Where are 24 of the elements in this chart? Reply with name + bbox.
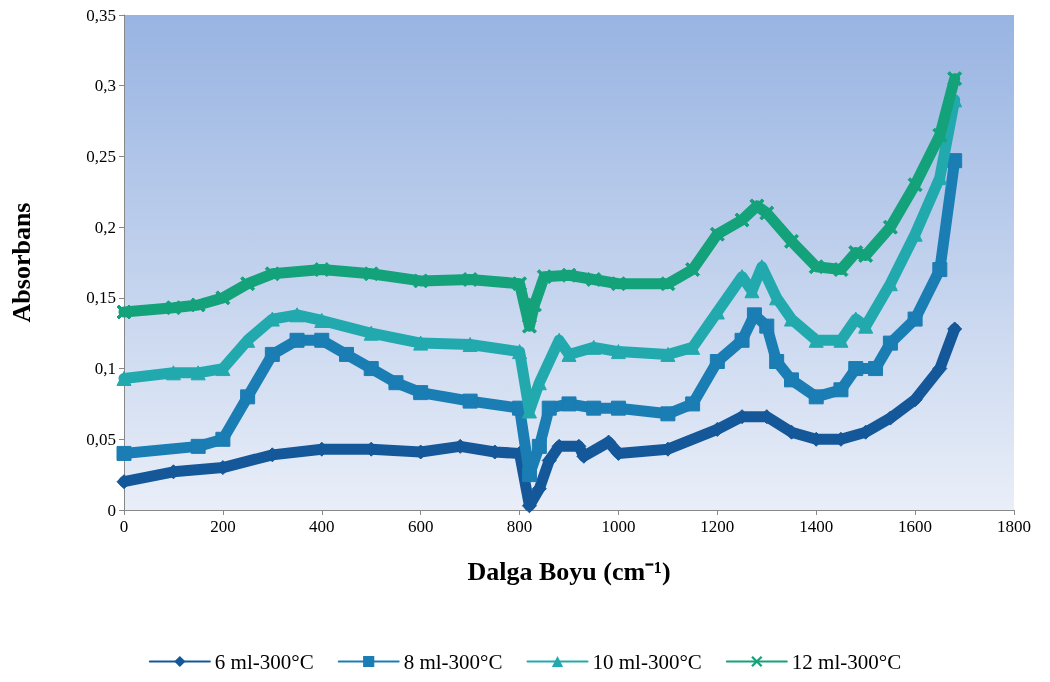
x-tick-label: 1400 xyxy=(799,517,834,536)
y-axis-title: Absorbans xyxy=(6,202,36,323)
x-tick-label: 1800 xyxy=(997,517,1031,536)
x-tick-label: 1200 xyxy=(700,517,735,536)
x-tick-label: 0 xyxy=(119,517,129,536)
x-tick-label: 400 xyxy=(309,517,335,536)
x-tick-label: 1600 xyxy=(898,517,933,536)
y-tick-label: 0,15 xyxy=(86,288,116,308)
y-tick-label: 0,05 xyxy=(86,429,116,449)
y-tick-label: 0,35 xyxy=(86,5,116,25)
y-tick-label: 0,3 xyxy=(94,76,116,96)
y-tick-label: 0,1 xyxy=(94,359,116,379)
x-axis-title: Dalga Boyu (cm⁻¹) xyxy=(467,556,671,586)
x-tick-label: 1000 xyxy=(601,517,636,536)
legend-label: 8 ml-300°C xyxy=(403,649,503,674)
y-tick-label: 0 xyxy=(107,500,116,520)
legend-label: 6 ml-300°C xyxy=(214,649,314,674)
legend-label: 10 ml-300°C xyxy=(592,649,702,674)
x-tick-label: 200 xyxy=(210,517,236,536)
y-tick-label: 0,25 xyxy=(86,146,116,166)
y-tick-label: 0,2 xyxy=(94,217,116,237)
x-tick-label: 800 xyxy=(506,517,533,536)
x-tick-label: 600 xyxy=(407,517,434,536)
legend-label: 12 ml-300°C xyxy=(791,649,902,674)
